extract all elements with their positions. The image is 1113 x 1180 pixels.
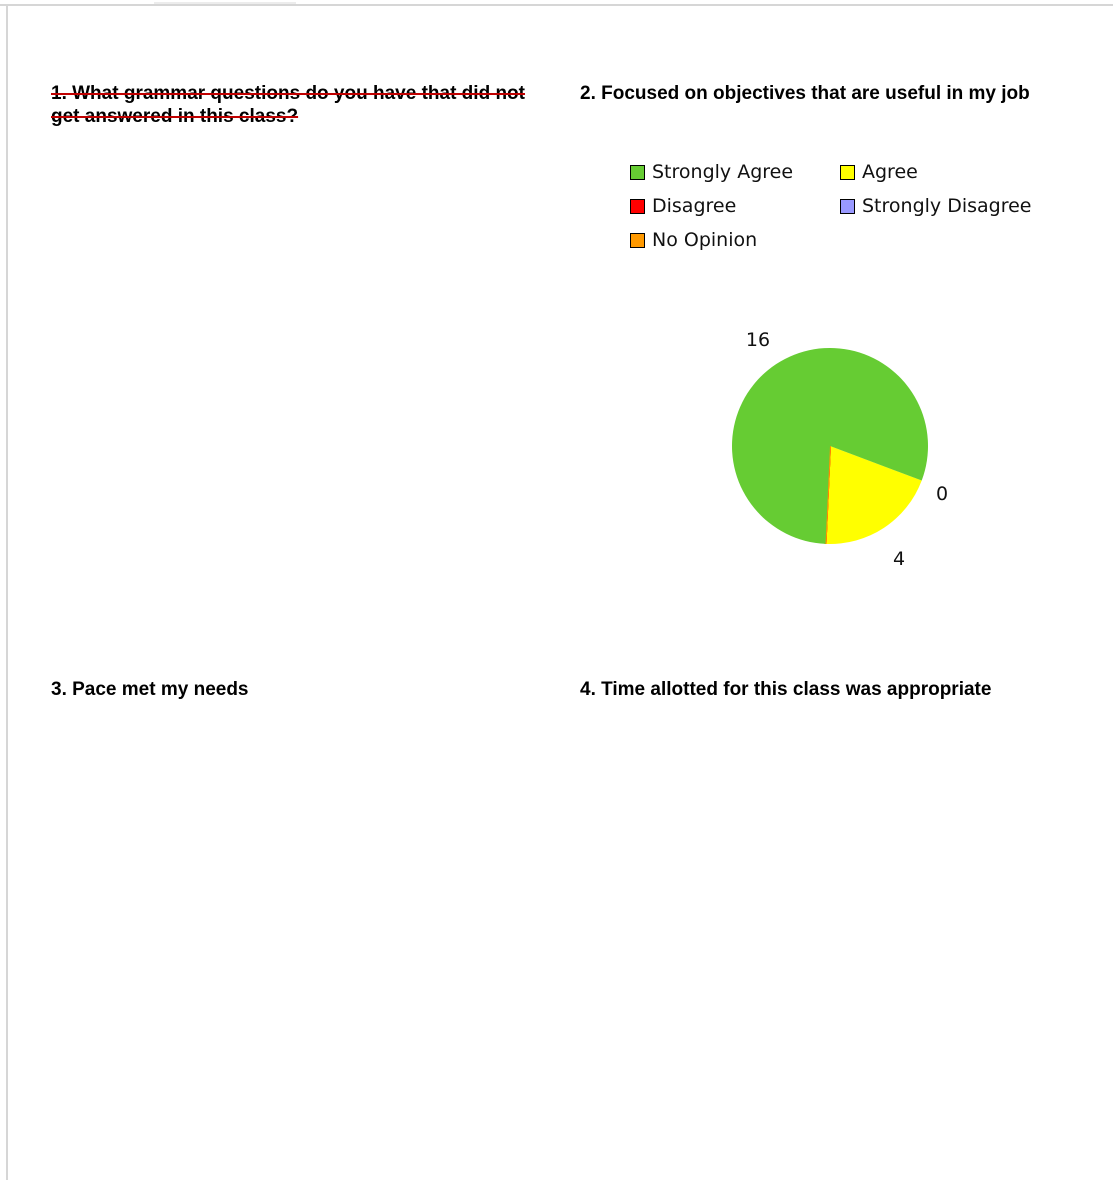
legend-item-strongly-agree: Strongly Agree [630, 160, 793, 184]
chart-legend: Strongly Agree Agree Disagree Strongly D… [630, 160, 1070, 270]
data-label-strongly-agree: 16 [746, 329, 770, 351]
page-frame-left-border [6, 4, 8, 1180]
question-2-title: 2. Focused on objectives that are useful… [580, 83, 1030, 104]
legend-item-agree: Agree [840, 160, 918, 184]
data-label-agree: 4 [893, 548, 905, 570]
page-frame-top-border [0, 4, 1113, 6]
pie-slice-agree [825, 446, 922, 544]
legend-label-no-opinion: No Opinion [652, 229, 758, 251]
question-1-title: 1. What grammar questions do you have th… [51, 83, 525, 127]
data-label-zero: 0 [936, 483, 948, 505]
legend-label-strongly-agree: Strongly Agree [652, 161, 794, 183]
legend-label-agree: Agree [862, 161, 918, 183]
legend-swatch-disagree [630, 199, 645, 214]
legend-label-disagree: Disagree [652, 195, 737, 217]
legend-swatch-strongly-disagree [840, 199, 855, 214]
question-4-title: 4. Time allotted for this class was appr… [580, 679, 992, 700]
legend-item-disagree: Disagree [630, 194, 736, 218]
question-3-title: 3. Pace met my needs [51, 679, 249, 700]
legend-swatch-strongly-agree [630, 165, 645, 180]
pie-slice-strongly-agree [732, 347, 928, 544]
legend-item-no-opinion: No Opinion [630, 228, 757, 252]
legend-swatch-agree [840, 165, 855, 180]
legend-label-strongly-disagree: Strongly Disagree [862, 195, 1032, 217]
legend-swatch-no-opinion [630, 233, 645, 248]
page-frame-tab-edge [154, 2, 296, 4]
legend-item-strongly-disagree: Strongly Disagree [840, 194, 1031, 218]
